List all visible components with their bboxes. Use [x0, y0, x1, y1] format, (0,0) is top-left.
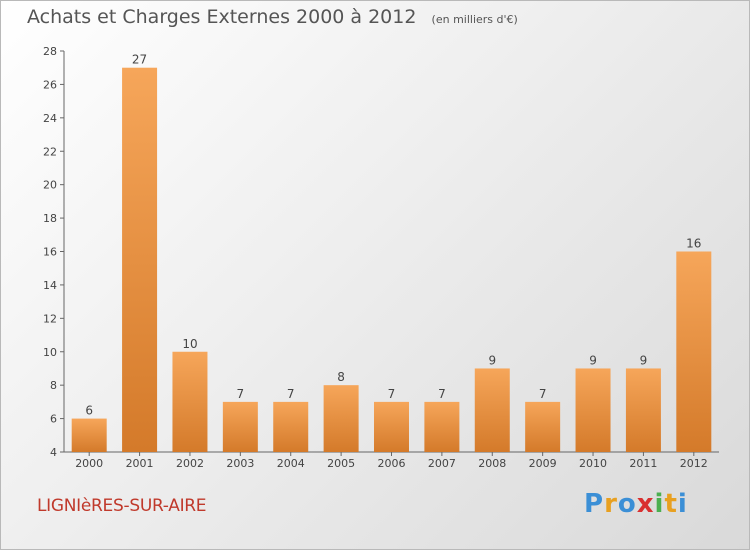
- bar: [222, 401, 258, 452]
- bar: [71, 418, 107, 452]
- data-label: 7: [287, 387, 295, 401]
- commune-name: LIGNIèRES-SUR-AIRE: [37, 496, 207, 516]
- bar: [525, 401, 561, 452]
- y-tick-label: 4: [50, 446, 57, 459]
- data-label: 16: [686, 237, 701, 251]
- y-tick-label: 28: [43, 45, 57, 58]
- x-tick-label: 2012: [680, 457, 708, 470]
- bar: [374, 401, 409, 452]
- subtitle-text: (en milliers d'€): [431, 13, 518, 26]
- y-tick-label: 10: [43, 346, 57, 359]
- chart-title: Achats et Charges Externes 2000 à 2012 (…: [27, 6, 518, 28]
- bar: [676, 251, 712, 452]
- y-tick-label: 22: [43, 145, 57, 158]
- y-tick-label: 26: [43, 78, 57, 91]
- logo-letter: t: [664, 489, 678, 519]
- data-label: 9: [640, 353, 648, 367]
- y-tick-label: 24: [43, 112, 57, 125]
- labels: 2000 6 2001 27 2002 10 2003 7 2004 7 2005 8 2006 7 200…: [75, 53, 708, 470]
- x-tick-label: 2010: [579, 457, 607, 470]
- x-tick-label: 2004: [277, 457, 305, 470]
- data-label: 9: [488, 353, 496, 367]
- x-tick-label: 2006: [378, 457, 406, 470]
- logo-letter: P: [584, 489, 605, 519]
- data-label: 27: [132, 53, 147, 67]
- bar: [625, 368, 661, 452]
- data-label: 7: [438, 387, 446, 401]
- x-tick-label: 2011: [629, 457, 657, 470]
- title-text: Achats et Charges Externes 2000 à 2012: [27, 6, 417, 28]
- bar: [575, 368, 611, 452]
- data-label: 8: [337, 370, 345, 384]
- y-tick-label: 12: [43, 312, 57, 325]
- logo-letter: x: [636, 489, 655, 519]
- y-tick-label: 6: [50, 413, 57, 426]
- x-tick-label: 2007: [428, 457, 456, 470]
- bar: [273, 401, 309, 452]
- data-label: 10: [182, 337, 197, 351]
- bar: [474, 368, 510, 452]
- x-tick-label: 2009: [529, 457, 557, 470]
- y-tick-label: 20: [43, 179, 57, 192]
- logo-letter: i: [677, 489, 688, 519]
- bar: [424, 401, 460, 452]
- data-label: 7: [539, 387, 547, 401]
- logo-letter: r: [604, 489, 618, 519]
- y-tick-label: 16: [43, 246, 57, 259]
- y-tick-label: 14: [43, 279, 57, 292]
- logo-letter: o: [617, 489, 637, 519]
- bar: [122, 67, 158, 452]
- data-label: 7: [237, 387, 245, 401]
- data-label: 7: [388, 387, 396, 401]
- data-label: 9: [589, 353, 597, 367]
- x-tick-label: 2002: [176, 457, 204, 470]
- x-tick-label: 2003: [226, 457, 254, 470]
- bar: [323, 385, 359, 452]
- x-tick-label: 2001: [126, 457, 154, 470]
- x-tick-label: 2005: [327, 457, 355, 470]
- data-label: 6: [85, 404, 93, 418]
- y-tick-label: 18: [43, 212, 57, 225]
- proxiti-logo: Proxiti: [584, 489, 688, 519]
- bar: [172, 351, 208, 452]
- logo-letter: i: [654, 489, 665, 519]
- x-tick-label: 2008: [478, 457, 506, 470]
- x-tick-label: 2000: [75, 457, 103, 470]
- bars: [71, 67, 712, 452]
- y-tick-label: 8: [50, 379, 57, 392]
